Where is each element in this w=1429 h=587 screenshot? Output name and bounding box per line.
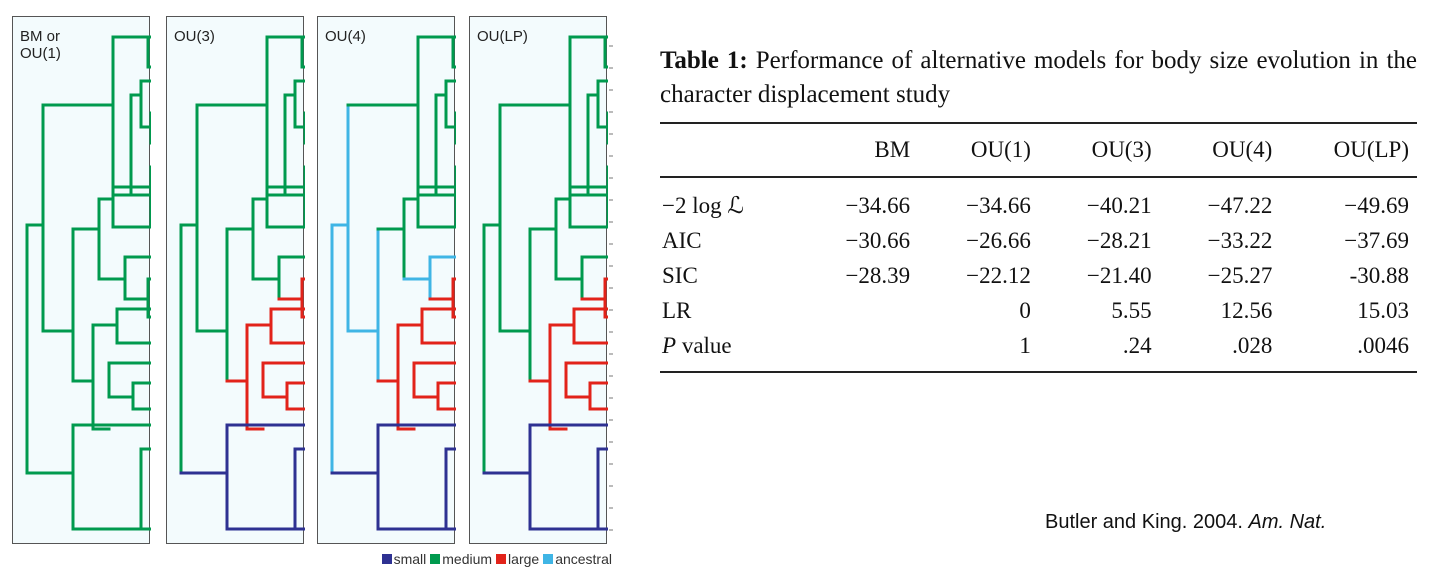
legend-swatch-small (381, 554, 392, 564)
table-row: LR 0 5.55 12.56 15.03 (660, 293, 1417, 328)
table-cell: 5.55 (1111, 297, 1152, 323)
column-header: OU(4) (1212, 137, 1273, 162)
row-label: SIC (662, 262, 698, 288)
table-row: −2 log ℒ −34.66 −34.66 −40.21 −47.22 −49.69 (660, 177, 1417, 223)
table-cell: −33.22 (1207, 227, 1273, 253)
column-header: OU(3) (1091, 137, 1152, 162)
legend-swatch-medium (430, 554, 441, 564)
row-label-italic: P (662, 332, 677, 358)
legend-item-ancestral: ancestral (543, 551, 612, 567)
citation-journal: Am. Nat. (1248, 511, 1327, 533)
phylogeny-figure: BM or OU(1) OU(3) OU(4) OU(LP) small med… (4, 6, 616, 578)
model-performance-table-block: Table 1: Performance of alternative mode… (660, 44, 1417, 373)
legend-item-small: small (381, 551, 427, 567)
column-header: BM (874, 137, 911, 162)
table-cell: 12.56 (1220, 297, 1273, 323)
legend-label: small (393, 551, 427, 567)
table-cell: −21.40 (1086, 262, 1152, 288)
table-cell: .028 (1232, 332, 1273, 358)
tip-markers (609, 45, 613, 531)
table-cell (797, 293, 918, 328)
phylogenetic-tree-bm (25, 35, 151, 531)
table-cell: −47.22 (1207, 192, 1273, 218)
legend-swatch-large (496, 554, 507, 564)
row-label: −2 log ℒ (662, 192, 744, 218)
panel-label: BM or OU(1) (20, 28, 61, 62)
table-cell: −49.69 (1344, 192, 1409, 218)
panel-label: OU(4) (325, 28, 366, 45)
table-caption-text: Performance of alternative models for bo… (660, 47, 1418, 108)
table-cell: −34.66 (845, 192, 911, 218)
legend-label: large (508, 551, 540, 567)
model-performance-table: BM OU(1) OU(3) OU(4) OU(LP) −2 log ℒ −34.… (660, 122, 1417, 373)
legend-label: medium (442, 551, 493, 567)
table-cell: 1 (1019, 332, 1031, 358)
panel-label: OU(3) (174, 28, 215, 45)
table-cell: .24 (1122, 332, 1152, 358)
row-label: LR (662, 297, 692, 323)
table-cell: -30.88 (1349, 262, 1409, 288)
table-cell: −22.12 (966, 262, 1031, 288)
legend-swatch-ancestral (543, 554, 554, 564)
column-header: OU(1) (970, 137, 1031, 162)
tree-panel-bm: BM or OU(1) (12, 16, 151, 544)
phylogenetic-tree-ou4 (330, 35, 456, 531)
row-label: AIC (662, 227, 702, 253)
table-caption: Table 1: Performance of alternative mode… (660, 44, 1417, 112)
phylogenetic-tree-oulp (482, 35, 608, 531)
table-cell: .0046 (1357, 332, 1409, 358)
table-cell: −34.66 (966, 192, 1031, 218)
table-cell: −40.21 (1086, 192, 1152, 218)
column-header: OU(LP) (1333, 137, 1409, 162)
table-cell (797, 328, 918, 372)
tree-panel-oulp: OU(LP) (469, 16, 608, 544)
regime-legend: small medium large ancestral (381, 551, 612, 567)
table-cell: −37.69 (1344, 227, 1409, 253)
panel-label: OU(LP) (477, 28, 528, 45)
table-row: AIC −30.66 −26.66 −28.21 −33.22 −37.69 (660, 223, 1417, 258)
table-header-row: BM OU(1) OU(3) OU(4) OU(LP) (660, 123, 1417, 177)
legend-item-medium: medium (430, 551, 492, 567)
table-cell: −30.66 (845, 227, 911, 253)
column-header (660, 123, 797, 177)
table-cell: −28.39 (845, 262, 911, 288)
tree-panel-ou3: OU(3) (166, 16, 305, 544)
table-cell: −28.21 (1086, 227, 1152, 253)
table-caption-number: Table 1: (660, 47, 748, 74)
table-cell: −25.27 (1207, 262, 1273, 288)
table-row: P value 1 .24 .028 .0046 (660, 328, 1417, 372)
table-row: SIC −28.39 −22.12 −21.40 −25.27 -30.88 (660, 258, 1417, 293)
tree-panel-ou4: OU(4) (317, 16, 456, 544)
legend-item-large: large (496, 551, 539, 567)
citation: Butler and King. 2004. Am. Nat. (1045, 511, 1326, 534)
table-cell: 0 (1019, 297, 1031, 323)
table-cell: 15.03 (1357, 297, 1409, 323)
row-label: P value (662, 332, 732, 358)
legend-label: ancestral (555, 551, 612, 567)
citation-text: Butler and King. 2004. (1045, 511, 1249, 533)
phylogenetic-tree-ou3 (179, 35, 305, 531)
table-cell: −26.66 (966, 227, 1031, 253)
